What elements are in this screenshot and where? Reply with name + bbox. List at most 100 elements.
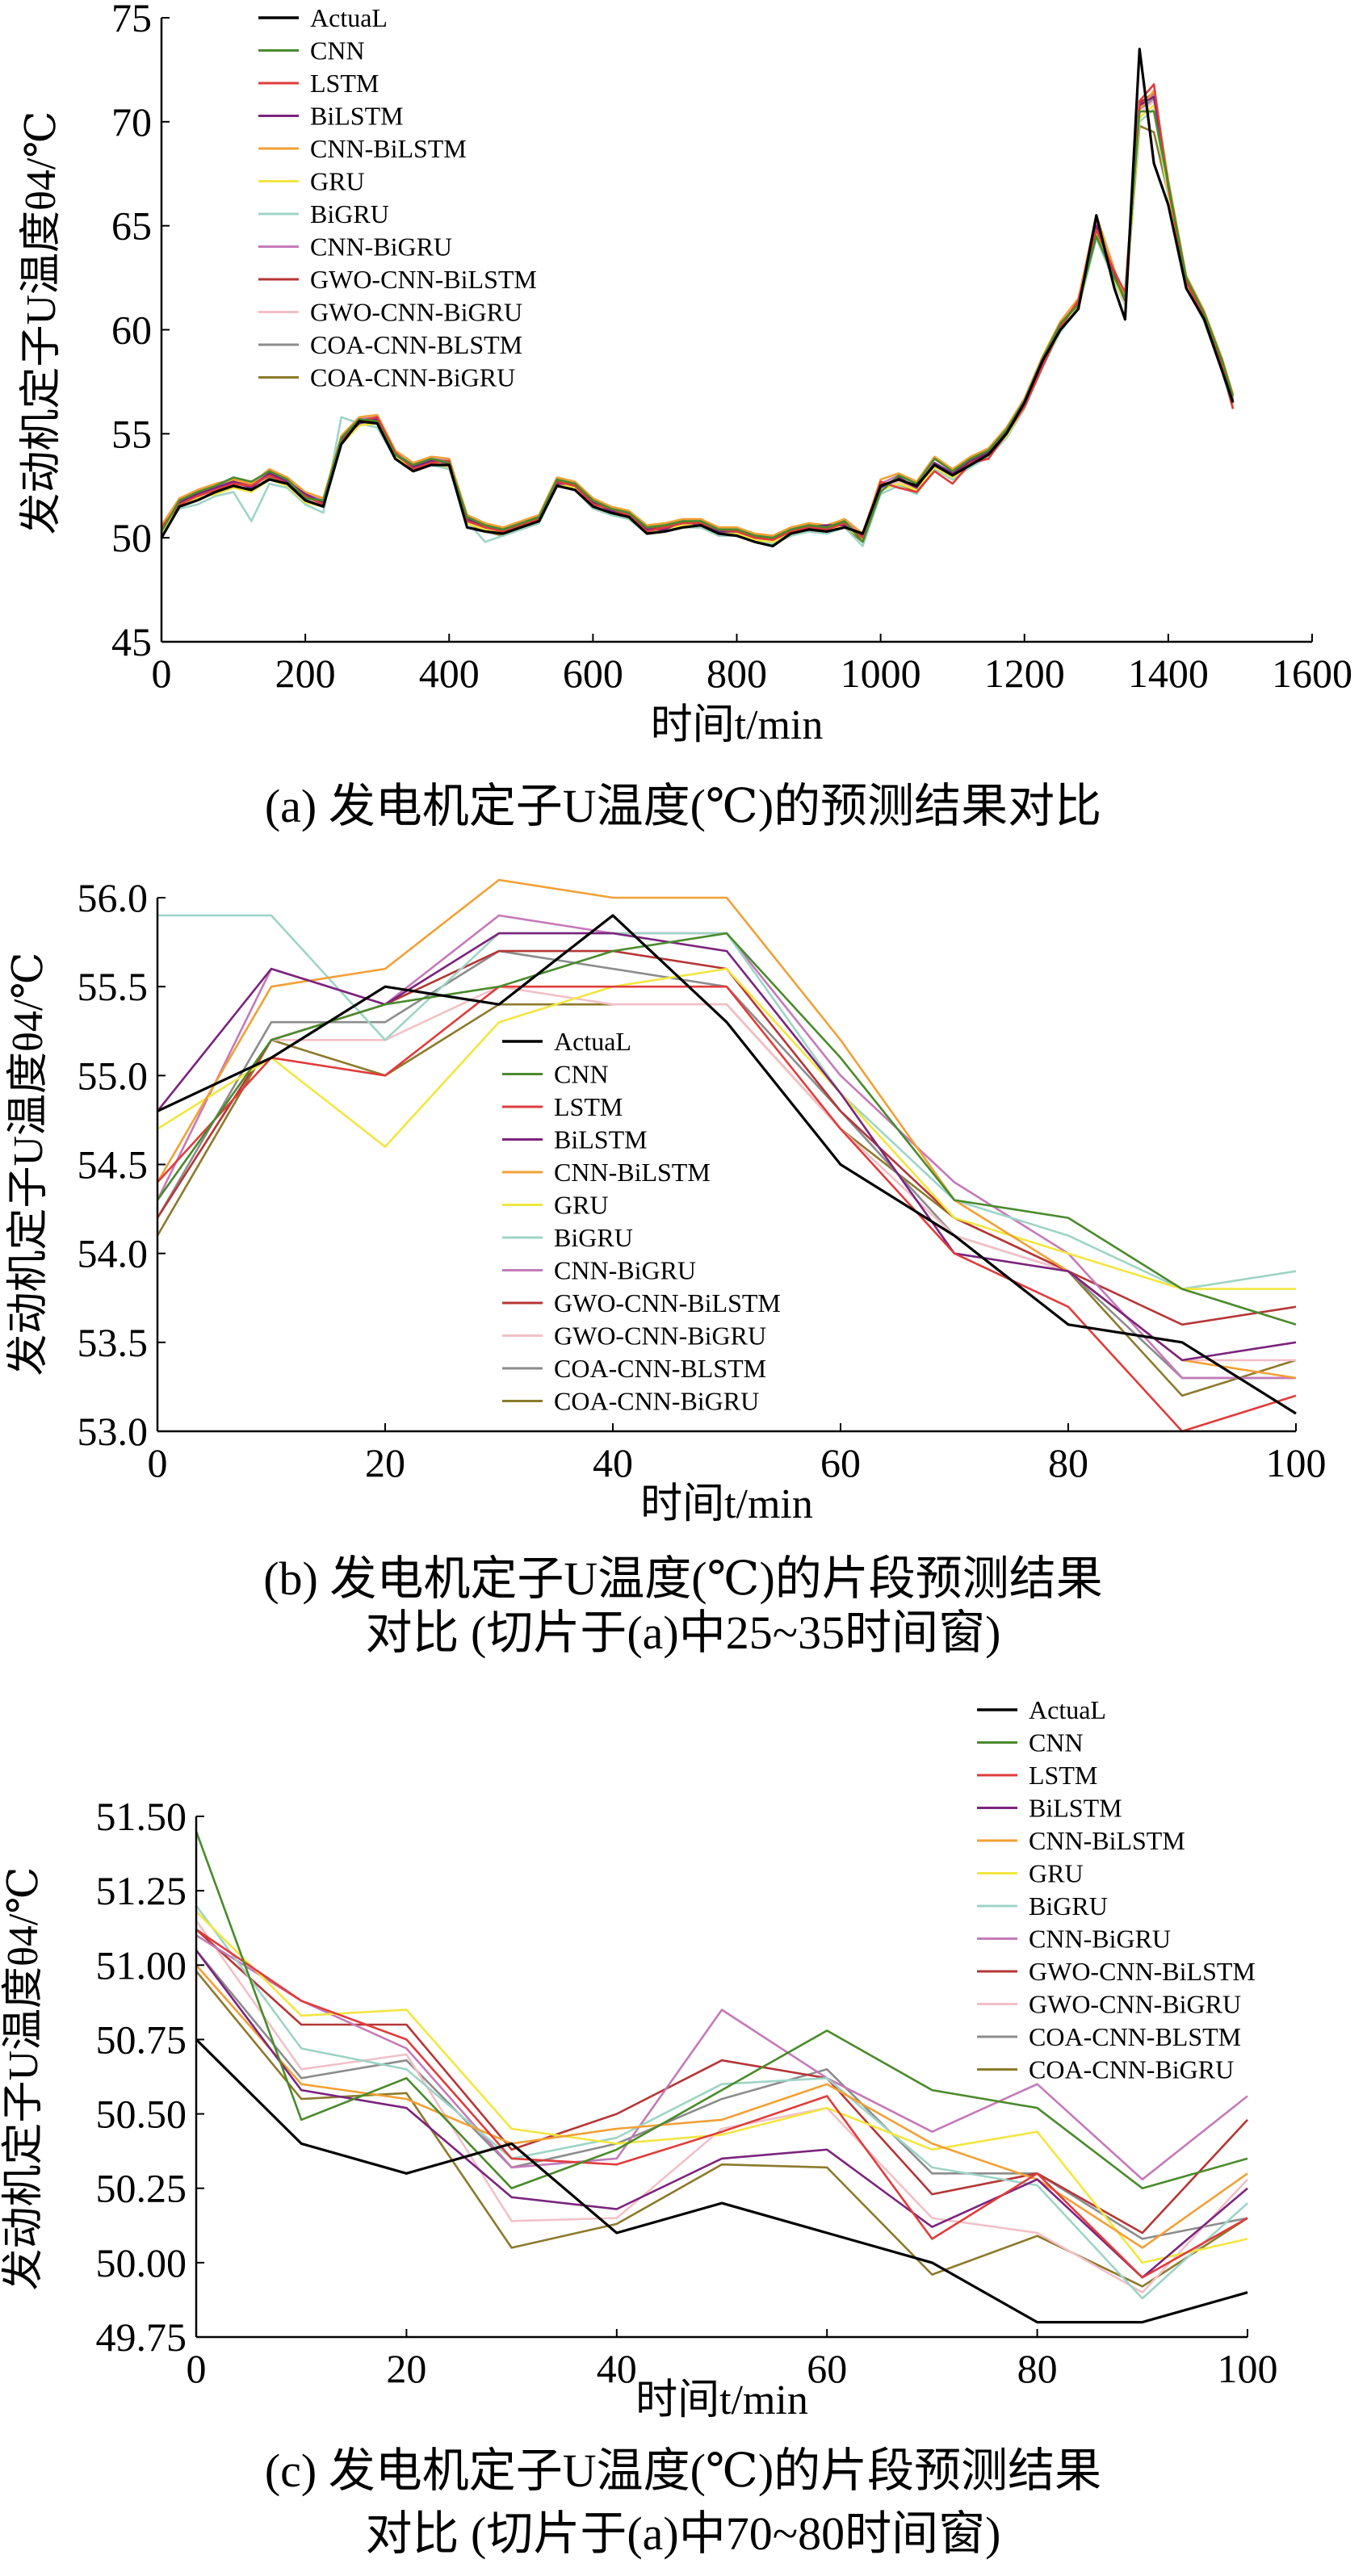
legend-label: GWO-CNN-BiLSTM — [1029, 1957, 1256, 1986]
legend-label: GWO-CNN-BiLSTM — [554, 1288, 781, 1317]
legend-label: GWO-CNN-BiGRU — [310, 298, 522, 327]
x-tick-label: 0 — [148, 1440, 168, 1485]
series-line-lstm — [195, 1929, 1248, 2279]
caption-line-1: (a) 发电机定子U温度(℃)的预测结果对比 — [265, 780, 1101, 832]
y-tick-label: 60 — [111, 308, 152, 353]
series-line-cnn-bilstm — [160, 89, 1235, 537]
legend-label: GRU — [310, 167, 365, 196]
y-tick-label: 50 — [111, 515, 152, 560]
x-tick-label: 60 — [807, 2346, 847, 2391]
y-ticks: 53.0 53.5 54.0 54.5 55.0 55.5 56.0 — [78, 875, 166, 1454]
legend-label: ActuaL — [554, 1027, 631, 1056]
legend-label: ActuaL — [1029, 1695, 1106, 1724]
legend: ActuaL CNN LSTM BiLSTM CNN-BiLSTM GRU BiGRU CNN… — [258, 3, 537, 392]
series-group — [160, 48, 1235, 548]
series-line-cnn — [160, 110, 1235, 543]
x-axis-label: 时间t/min — [635, 2377, 808, 2423]
legend-label: COA-CNN-BiGRU — [310, 363, 515, 392]
y-tick-label: 53.0 — [78, 1409, 149, 1454]
x-ticks: 0 20 40 60 80 100 — [148, 1423, 1327, 1485]
legend-label: CNN — [554, 1060, 609, 1089]
legend-label: GWO-CNN-BiLSTM — [310, 265, 537, 294]
y-tick-label: 65 — [111, 203, 152, 249]
y-axis-label: 发动机定子U温度θ4/℃ — [19, 111, 65, 534]
series-line-cnn — [195, 1830, 1248, 2189]
y-tick-label: 50.50 — [96, 2092, 187, 2137]
series-line-actual — [157, 914, 1297, 1415]
y-tick-label: 51.00 — [96, 1942, 187, 1987]
series-line-gwo-cnn-bigru — [195, 1920, 1248, 2293]
legend-label: ActuaL — [310, 3, 388, 32]
legend-label: BiLSTM — [1029, 1794, 1122, 1823]
chart-b: 0 20 40 60 80 100 53.0 53.5 54.0 54.5 55.0 55.5 56.0… — [6, 875, 1327, 1659]
legend-label: BiLSTM — [554, 1125, 648, 1154]
y-tick-label: 49.75 — [96, 2314, 187, 2360]
x-tick-label: 400 — [419, 651, 480, 696]
legend-label: CNN-BiGRU — [310, 232, 452, 262]
series-line-actual — [160, 48, 1235, 548]
legend-label: CNN-BiGRU — [554, 1256, 696, 1285]
legend-label: CNN-BiLSTM — [310, 134, 467, 163]
x-tick-label: 1600 — [1272, 651, 1352, 696]
legend-label: CNN — [1029, 1728, 1084, 1757]
x-tick-label: 1200 — [984, 651, 1065, 696]
y-tick-label: 54.0 — [78, 1231, 149, 1276]
legend-label: COA-CNN-BLSTM — [554, 1354, 766, 1383]
series-line-bilstm — [156, 932, 1297, 1362]
legend-label: GWO-CNN-BiGRU — [554, 1322, 766, 1351]
x-tick-label: 20 — [386, 2346, 426, 2391]
y-tick-label: 51.25 — [96, 1868, 187, 1913]
x-axis-label: 时间t/min — [640, 1481, 813, 1527]
x-ticks: 0 20 40 60 80 100 — [187, 2329, 1278, 2391]
x-axis-label: 时间t/min — [651, 702, 824, 748]
series-line-gwo-cnn-bilstm — [156, 949, 1297, 1326]
series-line-gru — [195, 1910, 1248, 2264]
series-group — [156, 878, 1297, 1433]
y-tick-label: 55.0 — [78, 1053, 149, 1098]
chart-a: 0 200 400 600 800 1000 1200 1400 1600 45 50 55 60 65 7… — [19, 0, 1352, 832]
legend-label: CNN — [310, 36, 365, 65]
y-tick-label: 54.5 — [78, 1142, 149, 1187]
y-tick-label: 70 — [111, 99, 152, 145]
chart-c: 0 20 40 60 80 100 49.75 50.00 50.25 50.50 50.75 51.… — [1, 1695, 1278, 2560]
legend: ActuaL CNN LSTM BiLSTM CNN-BiLSTM GRU BiGRU CNN… — [502, 1027, 781, 1416]
series-line-cnn — [156, 932, 1297, 1326]
series-line-coa-cnn-blstm — [195, 1950, 1248, 2240]
x-ticks: 0 200 400 600 800 1000 1200 1400 1600 — [152, 634, 1352, 696]
legend-label: GRU — [554, 1191, 609, 1220]
y-tick-label: 51.50 — [96, 1794, 187, 1839]
x-tick-label: 1000 — [841, 651, 921, 696]
y-tick-label: 55 — [111, 411, 152, 456]
x-tick-label: 0 — [152, 651, 172, 696]
legend-label: LSTM — [554, 1092, 623, 1121]
legend-label: BiLSTM — [310, 102, 404, 131]
legend-label: COA-CNN-BiGRU — [1029, 2055, 1234, 2084]
y-tick-label: 53.5 — [78, 1320, 149, 1365]
x-tick-label: 1400 — [1128, 651, 1209, 696]
legend-label: BiGRU — [310, 199, 389, 228]
legend-label: LSTM — [1029, 1761, 1097, 1790]
y-ticks: 49.75 50.00 50.25 50.50 50.75 51.00 51.25 51.50 — [96, 1794, 204, 2360]
legend-label: LSTM — [310, 69, 379, 98]
x-tick-label: 100 — [1266, 1440, 1327, 1485]
y-tick-label: 50.25 — [96, 2166, 187, 2211]
y-ticks: 45 50 55 60 65 70 75 — [111, 0, 170, 664]
series-line-actual — [195, 2038, 1248, 2324]
caption-line-1: (b) 发电机定子U温度(℃)的片段预测结果 — [263, 1552, 1103, 1605]
legend-label: BiGRU — [554, 1223, 633, 1252]
y-tick-label: 45 — [111, 619, 152, 664]
legend-label: CNN-BiLSTM — [1029, 1826, 1185, 1855]
series-group — [195, 1830, 1248, 2324]
legend-label: CNN-BiGRU — [1029, 1925, 1171, 1954]
legend: ActuaL CNN LSTM BiLSTM CNN-BiLSTM GRU BiGRU CNN… — [977, 1695, 1256, 2084]
x-tick-label: 0 — [187, 2346, 207, 2391]
y-tick-label: 50.00 — [96, 2240, 187, 2285]
caption-line-2: 对比 (切片于(a)中70~80时间窗) — [366, 2507, 1001, 2560]
series-line-lstm — [157, 985, 1297, 1433]
x-tick-label: 200 — [275, 651, 336, 696]
legend-label: GRU — [1029, 1859, 1084, 1888]
y-tick-label: 55.5 — [78, 964, 149, 1009]
caption-line-2: 对比 (切片于(a)中25~35时间窗) — [366, 1606, 1001, 1659]
y-tick-label: 75 — [111, 0, 152, 40]
